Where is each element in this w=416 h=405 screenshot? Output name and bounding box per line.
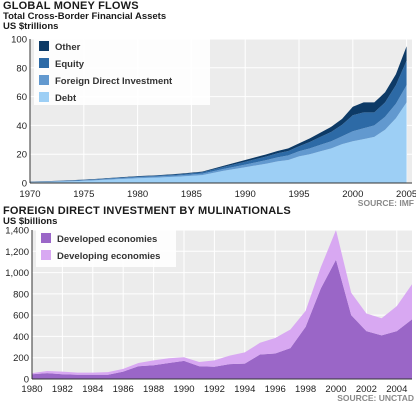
y-tick-label: 1,200 bbox=[5, 247, 29, 258]
x-tick-label: 2000 bbox=[325, 384, 346, 395]
legend-swatch-debt bbox=[39, 92, 49, 102]
legend-swatch-foreign-direct-investment bbox=[39, 75, 49, 85]
x-tick-label: 1975 bbox=[73, 189, 94, 200]
x-tick-label: 1980 bbox=[127, 189, 148, 200]
y-tick-label: 200 bbox=[13, 353, 29, 364]
y-tick-label: 0 bbox=[22, 179, 27, 190]
x-tick-label: 2002 bbox=[356, 384, 377, 395]
legend-swatch-developing-economies bbox=[41, 250, 51, 260]
y-tick-label: 1,400 bbox=[5, 226, 29, 237]
x-tick-label: 1986 bbox=[113, 384, 134, 395]
area-developed-economies bbox=[32, 259, 412, 379]
legend-label-other: Other bbox=[55, 42, 81, 53]
legend-box bbox=[34, 35, 210, 105]
x-tick-label: 1996 bbox=[265, 384, 286, 395]
area-debt bbox=[30, 102, 407, 183]
panel2-source: SOURCE: UNCTAD bbox=[337, 393, 414, 403]
x-tick-label: 1990 bbox=[235, 189, 256, 200]
panel1-unit: US $trillions bbox=[3, 21, 59, 32]
x-tick-label: 1995 bbox=[288, 189, 309, 200]
x-tick-label: 1985 bbox=[181, 189, 202, 200]
legend-label-developed-economies: Developed economies bbox=[57, 234, 157, 245]
x-tick-label: 1970 bbox=[19, 189, 40, 200]
y-tick-label: 0 bbox=[24, 375, 29, 386]
panel1-heading: GLOBAL MONEY FLOWS bbox=[3, 0, 139, 12]
x-tick-label: 2005 bbox=[396, 189, 416, 200]
legend-label-debt: Debt bbox=[55, 93, 77, 104]
x-tick-label: 1990 bbox=[173, 384, 194, 395]
legend-label-developing-economies: Developing economies bbox=[57, 251, 160, 262]
panel1-subtitle: Total Cross-Border Financial Assets bbox=[3, 11, 167, 22]
y-tick-label: 60 bbox=[16, 92, 27, 103]
legend-box bbox=[36, 227, 176, 267]
legend-label-equity: Equity bbox=[55, 59, 85, 70]
y-tick-label: 40 bbox=[16, 121, 27, 132]
y-tick-label: 800 bbox=[13, 289, 29, 300]
legend-swatch-developed-economies bbox=[41, 233, 51, 243]
x-tick-label: 2004 bbox=[386, 384, 407, 395]
y-tick-label: 400 bbox=[13, 332, 29, 343]
panel2-heading: FOREIGN DIRECT INVESTMENT BY MULINATIONA… bbox=[3, 205, 291, 217]
x-tick-label: 1998 bbox=[295, 384, 316, 395]
money-flows-chart: 0 20 40 60 80 100 1970 1975 1980 1985 1990 1995 2000… bbox=[11, 35, 416, 201]
y-tick-label: 100 bbox=[11, 35, 27, 46]
y-tick-label: 20 bbox=[16, 150, 27, 161]
x-tick-label: 2000 bbox=[342, 189, 363, 200]
x-tick-label: 1992 bbox=[204, 384, 225, 395]
y-tick-label: 80 bbox=[16, 63, 27, 74]
x-tick-label: 1984 bbox=[82, 384, 103, 395]
y-tick-label: 600 bbox=[13, 311, 29, 322]
x-tick-label: 1982 bbox=[52, 384, 73, 395]
panel2-unit: US $billions bbox=[3, 216, 58, 227]
x-tick-label: 1980 bbox=[21, 384, 42, 395]
legend-label-foreign-direct-investment: Foreign Direct Investment bbox=[55, 76, 173, 87]
panel1-source: SOURCE: IMF bbox=[357, 198, 414, 208]
x-tick-label: 1994 bbox=[234, 384, 255, 395]
legend-swatch-equity bbox=[39, 58, 49, 68]
legend-swatch-other bbox=[39, 41, 49, 51]
x-tick-label: 1988 bbox=[143, 384, 164, 395]
y-tick-label: 1,000 bbox=[5, 268, 29, 279]
